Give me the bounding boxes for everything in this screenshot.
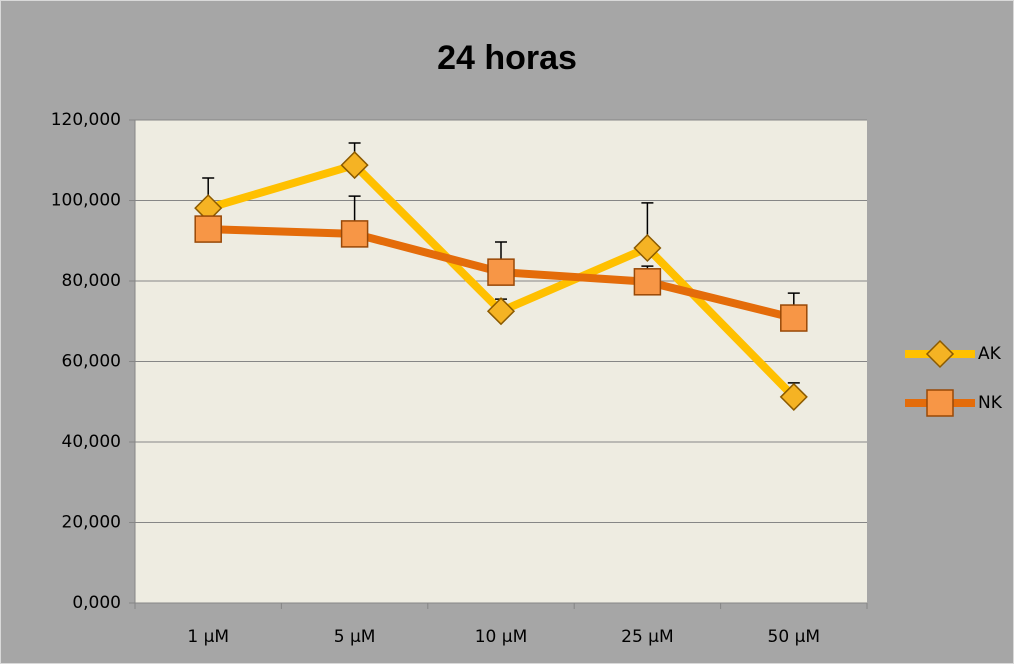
y-tick-label: 60,000 bbox=[62, 352, 121, 372]
y-tick-label: 0,000 bbox=[72, 593, 121, 613]
y-tick-label: 20,000 bbox=[62, 513, 121, 533]
y-tick-label: 80,000 bbox=[62, 271, 121, 291]
data-point bbox=[780, 304, 808, 332]
legend-marker bbox=[926, 389, 954, 417]
data-point bbox=[633, 268, 662, 296]
x-tick-label: 1 µM bbox=[187, 627, 229, 647]
data-point bbox=[487, 258, 515, 286]
legend-marker bbox=[925, 339, 955, 369]
data-point bbox=[486, 297, 516, 326]
data-point bbox=[633, 233, 662, 263]
data-point bbox=[194, 215, 222, 243]
y-tick-label: 100,000 bbox=[51, 191, 121, 211]
y-tick-label: 40,000 bbox=[62, 432, 121, 452]
x-tick-label: 10 µM bbox=[475, 627, 528, 647]
legend-label: AK bbox=[978, 344, 1002, 364]
data-point bbox=[340, 220, 369, 248]
x-tick-label: 25 µM bbox=[621, 627, 674, 647]
y-tick-label: 120,000 bbox=[51, 110, 121, 130]
data-point bbox=[779, 382, 808, 411]
legend-label: NK bbox=[978, 393, 1003, 413]
data-point bbox=[340, 151, 369, 180]
x-tick-label: 5 µM bbox=[334, 627, 376, 647]
chart-title: 24 horas bbox=[437, 39, 577, 77]
x-tick-label: 50 µM bbox=[768, 627, 821, 647]
